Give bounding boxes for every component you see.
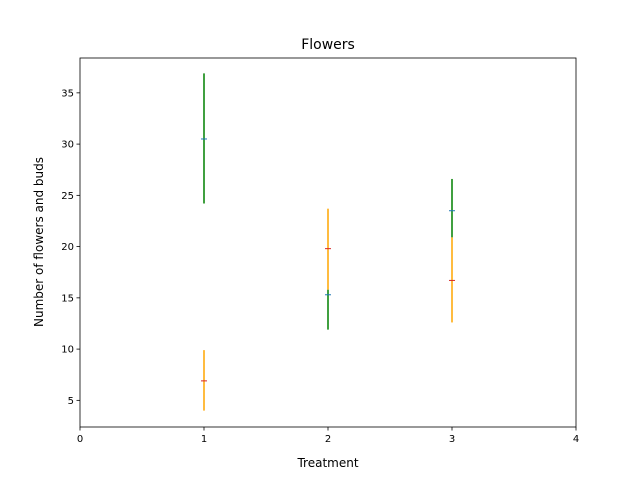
y-tick-label-10: 10: [61, 345, 74, 356]
y-tick-label-30: 30: [61, 140, 74, 151]
y-tick-label-15: 15: [61, 293, 74, 304]
x-tick-label-3: 3: [449, 434, 455, 445]
x-tick-label-4: 4: [573, 434, 579, 445]
x-tick-label-0: 0: [77, 434, 83, 445]
x-tick-label-2: 2: [325, 434, 331, 445]
y-tick-label-25: 25: [61, 191, 74, 202]
plot-area: 0 1 2 3 4 5 10 15 20 25 30 35: [61, 57, 579, 445]
chart-title: Flowers: [301, 37, 355, 53]
x-tick-label-1: 1: [201, 434, 207, 445]
y-axis-label: Number of flowers and buds: [32, 157, 46, 327]
y-tick-label-5: 5: [68, 396, 74, 407]
x-axis-label: Treatment: [296, 456, 358, 470]
y-tick-label-35: 35: [61, 88, 74, 99]
y-tick-label-20: 20: [61, 242, 74, 253]
